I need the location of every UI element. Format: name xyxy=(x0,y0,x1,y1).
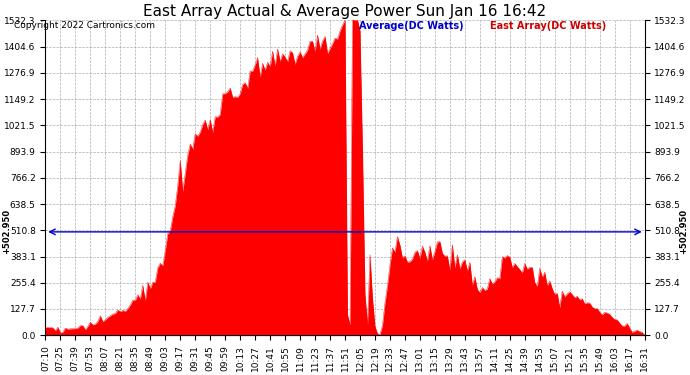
Text: +502.950: +502.950 xyxy=(679,209,688,254)
Text: East Array(DC Watts): East Array(DC Watts) xyxy=(490,21,606,31)
Text: Average(DC Watts): Average(DC Watts) xyxy=(359,21,464,31)
Text: Copyright 2022 Cartronics.com: Copyright 2022 Cartronics.com xyxy=(14,21,155,30)
Text: +502.950: +502.950 xyxy=(2,209,11,254)
Title: East Array Actual & Average Power Sun Jan 16 16:42: East Array Actual & Average Power Sun Ja… xyxy=(144,4,546,19)
